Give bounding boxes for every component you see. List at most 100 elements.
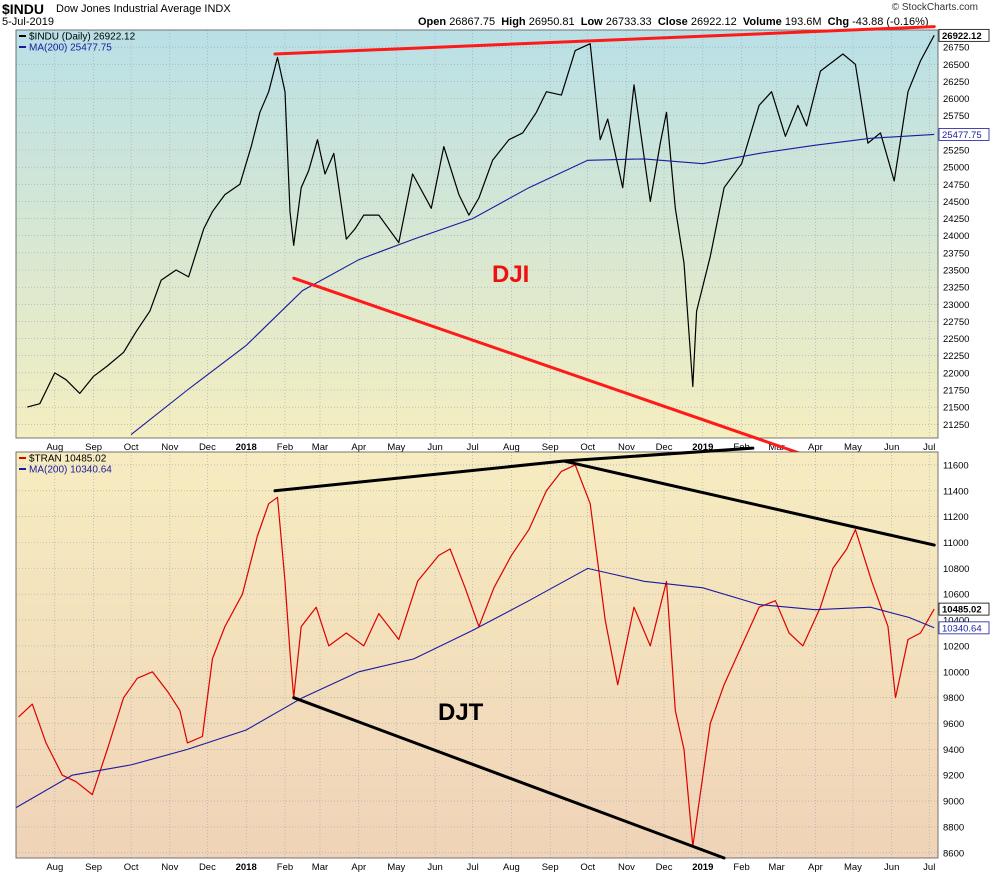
last-price-tag: 26922.12 (938, 28, 990, 42)
y-tick-label: 9800 (943, 693, 964, 704)
panel-dji: 21250 21500 21750 22000 22250 22500 22750 23000… (15, 28, 990, 439)
y-tick-label: 21750 (943, 386, 969, 397)
x-tick-label: Sep (85, 442, 102, 453)
data-group (16, 464, 935, 848)
trendline (273, 459, 566, 493)
last-price-label: 26922.12 (942, 31, 982, 42)
y-tick-label: 22250 (943, 351, 969, 362)
plot-background (16, 452, 938, 858)
x-tick-label: Apr (808, 442, 823, 453)
x-tick-label: May (387, 442, 405, 453)
x-tick-label: May (844, 862, 862, 873)
x-tick-label: Feb (277, 862, 293, 873)
y-tick-label: 23000 (943, 300, 969, 311)
x-tick-label: 2019 (692, 442, 713, 453)
y-tick-label: 25250 (943, 146, 969, 157)
x-tick-label: Nov (618, 862, 635, 873)
x-tick-label: Dec (656, 442, 673, 453)
y-tick-label: 10400 (943, 616, 969, 627)
x-tick-label: May (387, 862, 405, 873)
x-tick-label: Aug (503, 442, 520, 453)
x-tick-label: 2018 (236, 442, 257, 453)
legend-entry-price: $TRAN 10485.02 (29, 454, 107, 465)
ticker-symbol: $INDU (2, 1, 45, 17)
panel-djt: 8600 8800 9000 9200 9400 9600 9800 10000 10200 10… (15, 451, 990, 859)
y-tick-label: 22000 (943, 368, 969, 379)
y-tick-label: 24000 (943, 231, 969, 242)
x-tick-label: Dec (199, 862, 216, 873)
x-tick-label: Aug (46, 862, 63, 873)
x-tick-label: Apr (351, 862, 366, 873)
y-tick-label: 21250 (943, 420, 969, 431)
x-tick-label: Nov (161, 862, 178, 873)
y-tick-label: 23250 (943, 283, 969, 294)
x-tick-label: Jul (923, 442, 935, 453)
y-tick-label: 9000 (943, 797, 964, 808)
x-tick-label: Oct (580, 442, 595, 453)
legend-entry-ma: MA(200) 25477.75 (29, 43, 112, 54)
trendline (562, 446, 755, 463)
x-tick-label: Sep (542, 442, 559, 453)
source-credit: © StockCharts.com (891, 2, 978, 13)
y-tick-label: 26000 (943, 94, 969, 105)
last-price-tag: 10485.02 (938, 602, 990, 616)
data-group (27, 35, 935, 436)
y-tick-label: 25750 (943, 111, 969, 122)
x-tick-label: Aug (503, 862, 520, 873)
x-tick-label: Feb (733, 862, 749, 873)
ma200-series-line (16, 567, 935, 809)
legend-entry-price: $INDU (Daily) 26922.12 (29, 32, 136, 43)
y-tick-label: 10000 (943, 667, 969, 678)
x-tick-label: Sep (542, 862, 559, 873)
y-tick-label: 25000 (943, 163, 969, 174)
x-tick-label: Jun (427, 442, 442, 453)
y-tick-label: 22750 (943, 317, 969, 328)
x-tick-label: Oct (580, 862, 595, 873)
plot-border (15, 29, 939, 439)
x-tick-label: Oct (124, 862, 139, 873)
trendline (562, 459, 936, 547)
x-tick-label: Mar (312, 862, 328, 873)
ma-value-label: 10340.64 (942, 623, 982, 634)
x-tick-label: Apr (351, 442, 366, 453)
x-tick-label: Jul (923, 862, 935, 873)
y-tick-label: 24750 (943, 180, 969, 191)
y-tick-label: 10200 (943, 641, 969, 652)
x-tick-label: 2018 (236, 862, 257, 873)
x-tick-label: Jun (884, 442, 899, 453)
y-tick-label: 8800 (943, 822, 964, 833)
x-tick-label: Jul (467, 442, 479, 453)
y-tick-label: 26250 (943, 77, 969, 88)
index-name: Dow Jones Industrial Average INDX (56, 3, 231, 15)
y-tick-label: 11000 (943, 538, 969, 549)
ma-value-box (938, 621, 990, 635)
y-tick-label: 22500 (943, 334, 969, 345)
ma200-series-line (130, 133, 935, 436)
y-tick-label: 9200 (943, 771, 964, 782)
x-tick-label: Jun (427, 862, 442, 873)
x-tick-label: Oct (124, 442, 139, 453)
x-tick-label: Dec (199, 442, 216, 453)
ma-value-label: 25477.75 (942, 130, 982, 141)
x-tick-label: Jul (467, 862, 479, 873)
x-tick-label: May (844, 442, 862, 453)
y-tick-label: 24250 (943, 214, 969, 225)
y-tick-label: 21500 (943, 403, 969, 414)
last-price-label: 10485.02 (942, 605, 982, 616)
chart-annotation: DJT (438, 699, 484, 726)
chart-annotation: DJI (492, 261, 529, 288)
legend-entry-ma: MA(200) 10340.64 (29, 465, 112, 476)
x-tick-label: Mar (312, 442, 328, 453)
y-tick-label: 10800 (943, 564, 969, 575)
y-tick-label: 11400 (943, 486, 969, 497)
y-tick-label: 9600 (943, 719, 964, 730)
x-tick-label: 2019 (692, 862, 713, 873)
ma-value-box (938, 128, 990, 141)
plot-border (15, 451, 939, 859)
quote-date: 5-Jul-2019 (2, 16, 54, 28)
x-tick-label: Apr (808, 862, 823, 873)
x-tick-label: Feb (277, 442, 293, 453)
